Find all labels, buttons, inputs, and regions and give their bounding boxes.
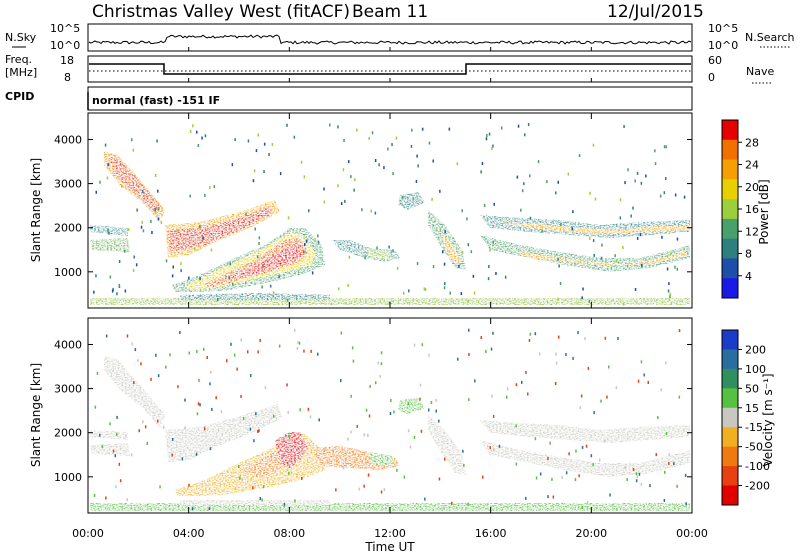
y-tick-label: 3000 (54, 383, 82, 396)
nsearch-label: N.Search (745, 31, 795, 44)
x-tick-label: 00:00 (676, 527, 708, 540)
velocity-colorbar: 200 100 50 15 -15 -50 -100 -200 (721, 329, 770, 506)
y-tick-label: 3000 (54, 178, 82, 191)
colorbar-swatch (722, 238, 738, 259)
velocity-echoes (90, 356, 690, 511)
colorbar-tick-label: 100 (745, 363, 766, 376)
colorbar-swatch (722, 199, 738, 220)
x-tick-label: 04:00 (173, 527, 205, 540)
colorbar-tick-label: 20 (745, 181, 759, 194)
freq-tick-bottom: 8 (64, 71, 71, 84)
freq-tick-top: 18 (60, 54, 74, 67)
colorbar-swatch (722, 218, 738, 240)
colorbar-tick-label: -15 (745, 421, 763, 434)
colorbar-swatch (722, 446, 738, 467)
power-colorbar-label: Power [dB] (757, 179, 771, 244)
colorbar-tick-label: 16 (745, 203, 759, 216)
nsky-label: N.Sky (5, 31, 37, 44)
colorbar-swatch (722, 368, 738, 389)
colorbar-swatch (722, 407, 738, 428)
date-title: 12/Jul/2015 (607, 2, 704, 22)
power-ylabel: Slant Range [km] (29, 158, 43, 262)
colorbar-swatch (722, 388, 738, 409)
nsearch-tick-bottom: 10^0 (708, 39, 738, 52)
velocity-panel (87, 317, 693, 514)
colorbar-swatch (722, 330, 738, 350)
nave-tick-bottom: 0 (708, 71, 715, 84)
colorbar-tick-label: 8 (745, 248, 752, 261)
nsky-panel (87, 23, 693, 52)
beam-title: Beam 11 (352, 2, 428, 22)
colorbar-swatch (722, 120, 738, 141)
colorbar-frame (721, 329, 739, 506)
nsky-trace (88, 34, 692, 45)
colorbar-tick-label: 24 (745, 159, 759, 172)
y-tick-label: 2000 (54, 427, 82, 440)
colorbar-swatch (722, 349, 738, 370)
colorbar-tick-label: 12 (745, 225, 759, 238)
nsearch-tick-top: 10^5 (708, 22, 738, 35)
colorbar-swatch (722, 466, 738, 487)
freq-label: Freq. (5, 53, 32, 66)
x-tick-label: 16:00 (475, 527, 507, 540)
colorbar-swatch (722, 159, 738, 180)
velocity-ylabel: Slant Range [km] (29, 363, 43, 467)
power-panel (87, 112, 693, 309)
x-axis-label: Time UT (364, 540, 415, 554)
colorbar-tick-label: -50 (745, 441, 763, 454)
cpid-value: normal (fast) -151 IF (92, 94, 220, 107)
colorbar-swatch (722, 179, 738, 200)
time-axis: 00:00 04:00 08:00 12:00 16:00 20:00 00:00 (72, 47, 708, 540)
colorbar-swatch (722, 427, 738, 448)
cpid-label: CPID (5, 90, 34, 103)
freq-unit: [MHz] (5, 66, 37, 79)
y-tick-label: 1000 (54, 266, 82, 279)
colorbar-tick-label: -200 (745, 480, 770, 493)
frequency-trace (89, 63, 691, 75)
y-tick-label: 4000 (54, 133, 82, 146)
colorbar-tick-label: 15 (745, 402, 759, 415)
velocity-colorbar-label: Velocity [m s⁻¹] (761, 373, 775, 466)
power-yaxis: 1000 2000 3000 4000 (54, 133, 692, 279)
station-title: Christmas Valley West (fitACF) (92, 2, 350, 22)
x-tick-label: 20:00 (575, 527, 607, 540)
nsky-tick-bottom: 10^0 (50, 39, 80, 52)
colorbar-tick-label: 28 (745, 136, 759, 149)
colorbar-swatch (722, 139, 738, 161)
colorbar-swatch (722, 278, 738, 299)
colorbar-tick-label: 4 (745, 270, 752, 283)
colorbar-swatch (722, 258, 738, 279)
nave-label: Nave (746, 65, 774, 78)
nsky-tick-top: 10^5 (50, 22, 80, 35)
y-tick-label: 2000 (54, 222, 82, 235)
colorbar-tick-label: 200 (745, 343, 766, 356)
y-tick-label: 1000 (54, 471, 82, 484)
power-echoes (90, 152, 690, 305)
velocity-yaxis: 1000 2000 3000 4000 (54, 338, 692, 484)
x-tick-label: 08:00 (273, 527, 305, 540)
x-tick-label: 00:00 (72, 527, 104, 540)
x-tick-label: 12:00 (374, 527, 406, 540)
colorbar-tick-label: -100 (745, 460, 770, 473)
colorbar-swatch (722, 485, 738, 506)
colorbar-tick-label: 50 (745, 382, 759, 395)
nave-tick-top: 60 (708, 54, 722, 67)
power-colorbar: 28 24 20 16 12 8 4 (721, 119, 759, 299)
y-tick-label: 4000 (54, 338, 82, 351)
